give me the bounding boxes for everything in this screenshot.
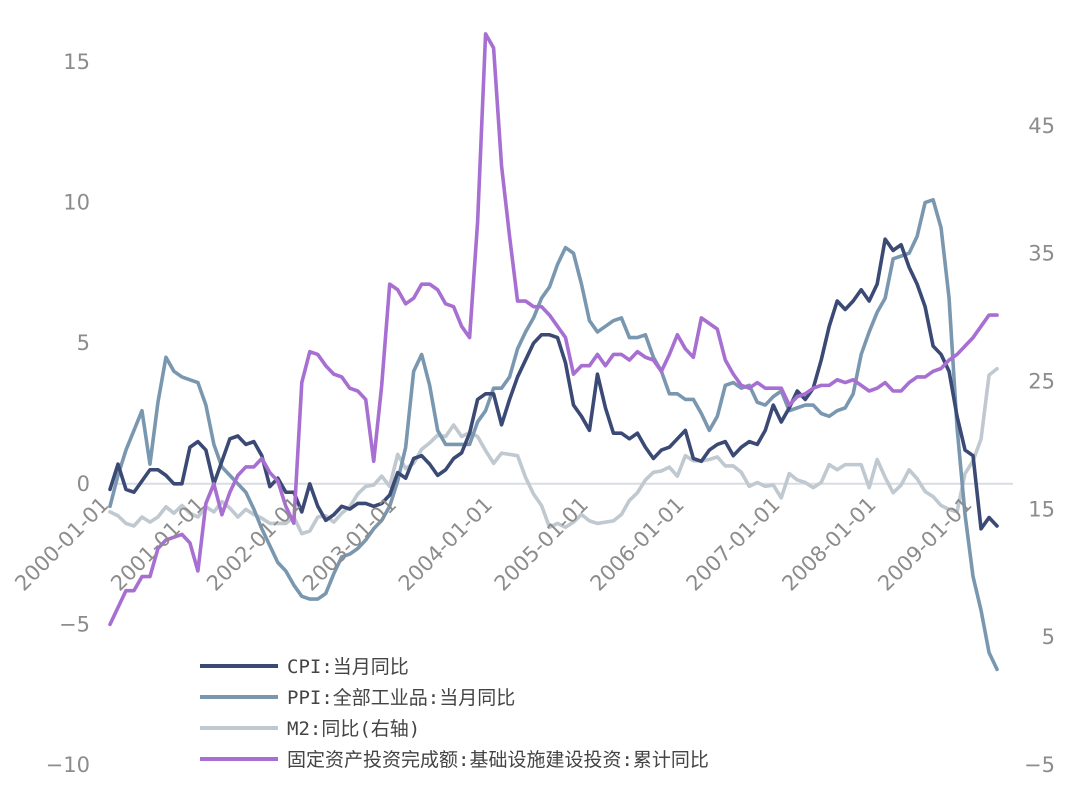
left-tick-label: 15 <box>63 50 90 74</box>
x-tick-label: 2009-01-01 <box>873 492 976 595</box>
series-line-3 <box>108 32 999 627</box>
right-tick-label: 35 <box>1028 242 1055 266</box>
right-tick-label: 5 <box>1042 625 1055 649</box>
series-layer <box>108 32 999 672</box>
legend-label-3: 固定资产投资完成额:基础设施建设投资:累计同比 <box>287 749 709 771</box>
x-tick-label: 2007-01-01 <box>682 492 785 595</box>
x-tick-label: 2006-01-01 <box>586 492 689 595</box>
x-tick-label: 2000-01-01 <box>10 492 113 595</box>
legend-label-1: PPI:全部工业品:当月同比 <box>287 687 515 709</box>
x-tick-label: 2001-01-01 <box>106 492 209 595</box>
legend-label-2: M2:同比(右轴) <box>287 718 420 740</box>
left-tick-label: 10 <box>63 191 90 215</box>
x-tick-label: 2004-01-01 <box>394 492 497 595</box>
x-tick-label: 2008-01-01 <box>777 492 880 595</box>
legend: CPI:当月同比 PPI:全部工业品:当月同比 M2:同比(右轴) 固定资产投资完成额… <box>200 656 709 771</box>
left-tick-label: −10 <box>46 753 90 777</box>
series-line-1 <box>108 197 999 672</box>
left-tick-label: 5 <box>77 331 90 355</box>
right-tick-label: −5 <box>1024 753 1055 777</box>
legend-label-0: CPI:当月同比 <box>287 656 409 678</box>
series-line-0 <box>108 237 999 531</box>
x-axis-tick-labels: 2000-01-012001-01-012002-01-012003-01-01… <box>10 492 976 595</box>
right-axis-tick-labels: 45 35 25 15 5 −5 <box>1024 114 1055 777</box>
right-tick-label: 25 <box>1028 370 1055 394</box>
left-tick-label: −5 <box>59 612 90 636</box>
left-tick-label: 0 <box>77 472 90 496</box>
right-tick-label: 15 <box>1028 497 1055 521</box>
right-tick-label: 45 <box>1028 114 1055 138</box>
left-axis-tick-labels: 15 10 5 0 −5 −10 <box>46 50 90 777</box>
